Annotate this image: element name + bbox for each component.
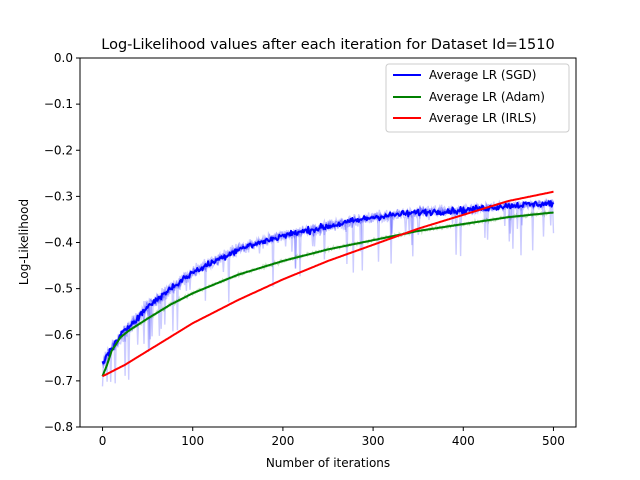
series-line-adam	[101, 211, 554, 377]
x-axis: 0 100 200 300 400 500	[99, 427, 565, 448]
y-tick-label: −0.4	[44, 236, 73, 250]
x-tick-label: 300	[362, 434, 385, 448]
y-tick-label: −0.2	[44, 143, 73, 157]
chart-title: Log-Likelihood values after each iterati…	[101, 37, 554, 53]
y-tick-label: −0.8	[44, 420, 73, 434]
y-tick-label: −0.7	[44, 374, 73, 388]
y-tick-label: 0.0	[54, 51, 73, 65]
y-tick-label: −0.6	[44, 328, 73, 342]
sgd-run-trace	[102, 198, 555, 371]
series-lines	[101, 190, 555, 378]
x-tick-label: 0	[99, 434, 107, 448]
x-tick-label: 400	[452, 434, 475, 448]
series-line-irls	[102, 190, 554, 378]
y-tick-label: −0.5	[44, 282, 73, 296]
x-axis-title: Number of iterations	[266, 456, 390, 470]
legend-label-irls: Average LR (IRLS)	[429, 111, 536, 125]
y-axis: 0.0 −0.1 −0.2 −0.3 −0.4 −0.5 −0.6 −0.7 −0.8	[44, 51, 80, 434]
legend-label-adam: Average LR (Adam)	[429, 90, 545, 104]
legend-box	[385, 63, 570, 133]
legend: Average LR (SGD) Average LR (Adam) Avera…	[385, 63, 570, 133]
y-tick-label: −0.3	[44, 189, 73, 203]
x-tick-label: 100	[181, 434, 204, 448]
x-tick-label: 200	[271, 434, 294, 448]
y-tick-label: −0.1	[44, 97, 73, 111]
y-axis-title: Log-Likelihood	[17, 199, 31, 285]
x-tick-label: 500	[542, 434, 565, 448]
legend-label-sgd: Average LR (SGD)	[429, 68, 536, 82]
